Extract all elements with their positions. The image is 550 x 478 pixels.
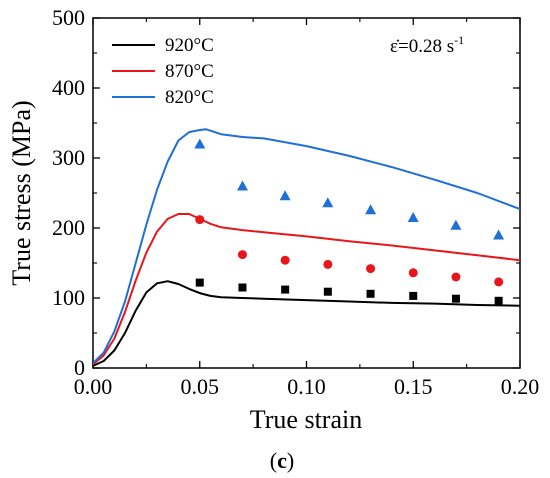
y-tick-label: 400 (52, 75, 85, 100)
y-tick-label: 0 (74, 355, 85, 380)
data-point (195, 278, 204, 287)
data-point (279, 190, 291, 201)
y-tick-label: 300 (52, 145, 85, 170)
y-tick-labels: 0 100 200 300 400 500 (52, 5, 85, 380)
data-point (237, 250, 247, 260)
x-axis-title: True strain (250, 405, 362, 434)
y-axis-title: True stress (MPa) (7, 100, 36, 285)
data-point (494, 277, 504, 287)
data-point (195, 215, 205, 225)
plot-area (92, 17, 521, 369)
legend: 920°C 870°C 820°C (112, 35, 214, 108)
legend-label: 920°C (165, 35, 214, 56)
series-line (93, 280, 520, 367)
data-point (408, 268, 418, 278)
panel-label-close: ) (287, 448, 294, 473)
strain-rate-annotation: ε̇=0.28 s-1 (390, 33, 464, 57)
panel-label: (c) (270, 448, 294, 473)
y-tick-label: 500 (52, 5, 85, 30)
x-tick-label: 0.00 (74, 374, 113, 399)
data-point (323, 259, 333, 269)
data-point (281, 285, 290, 294)
strain-rate-exponent: -1 (454, 33, 464, 47)
data-point (237, 180, 248, 191)
x-tick-label: 0.10 (287, 374, 326, 399)
x-tick-label: 0.05 (181, 374, 220, 399)
data-point (494, 296, 503, 305)
panel-label-open: ( (270, 448, 277, 473)
legend-label: 820°C (165, 87, 214, 108)
data-point (409, 291, 418, 300)
series-line (93, 128, 520, 364)
strain-rate-base: ε̇=0.28 s (390, 36, 454, 57)
data-point (366, 264, 376, 274)
x-tick-labels: 0.00 0.05 0.10 0.15 0.20 (74, 374, 540, 399)
data-point (366, 289, 375, 298)
y-tick-label: 100 (52, 285, 85, 310)
series-points (194, 138, 505, 305)
data-point (323, 287, 332, 296)
data-point (451, 272, 461, 282)
data-point (407, 212, 419, 222)
data-point (280, 255, 290, 265)
data-point (238, 283, 247, 292)
x-tick-label: 0.15 (394, 374, 433, 399)
data-point (322, 197, 334, 208)
y-tick-label: 200 (52, 215, 85, 240)
data-point (493, 229, 505, 240)
x-tick-label: 0.20 (501, 374, 540, 399)
data-point (365, 204, 377, 215)
legend-label: 870°C (165, 61, 214, 82)
data-point (450, 219, 462, 230)
panel-label-letter: c (277, 448, 287, 473)
data-point (194, 138, 206, 149)
data-point (451, 294, 460, 303)
